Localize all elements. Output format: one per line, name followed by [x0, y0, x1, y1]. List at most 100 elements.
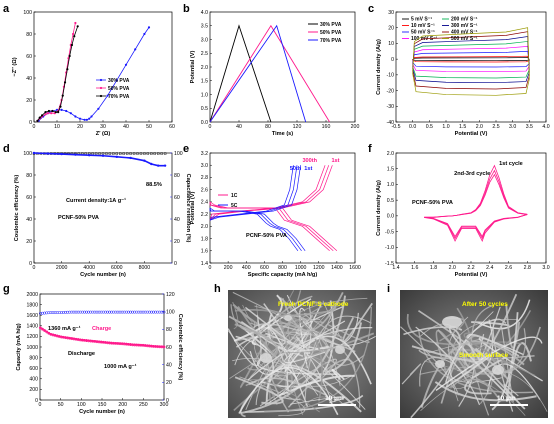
y-tick-label: 1.8: [201, 236, 208, 242]
ce-point: [125, 152, 129, 155]
data-point: [90, 115, 93, 118]
data-point: [63, 81, 67, 84]
x-tick-label: 2.6: [505, 265, 512, 271]
y-tick-label: -0.5: [385, 229, 394, 235]
x-tick-label: 1200: [313, 265, 325, 271]
legend-label: 300 mV S⁻¹: [451, 23, 478, 29]
y-tick-label: 600: [29, 366, 38, 372]
ce-point: [139, 310, 143, 314]
y-tick-label: 0.0: [201, 120, 208, 126]
y-tick-label: 2.4: [201, 200, 208, 206]
annotation-1st-1c: 1st: [331, 158, 339, 164]
data-point: [44, 111, 47, 114]
ce-point: [87, 310, 91, 314]
y-tick-label: 3.0: [201, 37, 208, 43]
y-tick-label: 2.0: [201, 224, 208, 230]
y2-tick-label: 120: [166, 292, 175, 298]
x-axis-label: Specific capacity (mA h/g): [248, 272, 318, 278]
data-point: [36, 119, 39, 122]
annotation-sample: PCNF-50% PVA: [58, 215, 99, 221]
x-tick-label: 2000: [56, 265, 68, 271]
y-tick-label: 1200: [26, 334, 38, 340]
ce-point: [120, 310, 124, 314]
discharge-point: [51, 333, 55, 336]
y-tick-label: 0.5: [387, 198, 394, 204]
panel-letter-f: f: [368, 143, 372, 155]
sem-particle: [335, 346, 345, 354]
ce-point: [80, 310, 84, 314]
sem-fiber: [251, 323, 356, 353]
x-tick-label: 2.4: [486, 265, 493, 271]
ce-point: [89, 310, 93, 314]
data-point: [69, 112, 72, 115]
retention-point: [157, 164, 160, 167]
data-point: [143, 32, 146, 36]
legend-label: 70% PVA: [108, 94, 130, 100]
sem-particle: [260, 353, 272, 363]
sem-fiber: [324, 322, 363, 374]
x-tick-label: 1600: [349, 265, 361, 271]
discharge-point: [120, 342, 124, 345]
sem-fiber: [275, 300, 337, 318]
annotation-charge: Charge: [92, 326, 111, 332]
y-tick-label: 2.6: [201, 187, 208, 193]
ce-point: [53, 311, 57, 314]
data-point: [134, 48, 137, 51]
data-point: [51, 109, 54, 113]
chart-a-nyquist: 0 10 20 30 40 50 60 0 20 40 60 80 100 Z′ (Ω) −Z″ (Ω) 30…: [12, 10, 175, 137]
data-point: [65, 109, 68, 113]
y-tick-label: 1000: [26, 345, 38, 351]
series-line-0: [209, 24, 272, 123]
x-tick-label: 2.5: [492, 124, 499, 130]
sem-fiber: [341, 302, 373, 343]
charge-curve: [209, 165, 298, 221]
x-tick-label: 60: [169, 124, 175, 130]
annotation-1st-5c: 1st: [304, 166, 312, 172]
y-tick-label: 0: [391, 57, 394, 63]
discharge-curve: [209, 201, 338, 252]
series-loop-3: [412, 46, 530, 73]
sem-fiber: [290, 330, 341, 387]
discharge-point: [116, 342, 120, 345]
y2-tick-label: 80: [166, 327, 172, 333]
y-tick-label: 80: [26, 173, 32, 179]
ce-point: [122, 152, 125, 155]
discharge-curve: [209, 207, 302, 251]
ce-point: [43, 311, 47, 315]
y-tick-label: -1.0: [385, 245, 394, 251]
ce-point: [85, 310, 88, 314]
data-point: [88, 117, 91, 120]
ce-point: [99, 310, 103, 314]
ce-point: [118, 310, 122, 314]
ce-point: [156, 152, 160, 155]
data-point: [60, 108, 63, 111]
x-tick-label: 2.8: [524, 265, 531, 271]
retention-point: [129, 156, 132, 160]
x-tick-label: 0.0: [409, 124, 416, 130]
retention-point: [150, 162, 153, 166]
y2-tick-label: 0: [174, 261, 177, 267]
sem-fiber: [259, 358, 338, 407]
discharge-point: [160, 345, 164, 348]
discharge-point: [72, 337, 76, 340]
sem-fiber: [256, 346, 335, 354]
x-tick-label: 3.5: [526, 124, 533, 130]
series-line-1: [37, 22, 76, 122]
sem-fiber: [240, 295, 347, 415]
y-tick-label: 100: [23, 151, 32, 157]
x-tick-label: 1.5: [459, 124, 466, 130]
series-loop-4: [412, 41, 530, 79]
annotation-300th: 300th: [302, 158, 317, 164]
ce-point: [97, 310, 101, 314]
ce-point: [158, 310, 162, 314]
discharge-point: [83, 338, 86, 342]
sem-image-fresh: Fresh PCNF-S cathode 10 μm: [228, 290, 376, 418]
chart-d-cycling-stability: 0 2000 4000 6000 8000 0 20 40 60 80 100 Cycle numbe…: [14, 151, 191, 278]
y2-tick-label: 100: [166, 309, 175, 315]
retention-point: [101, 154, 105, 157]
ce-point: [145, 310, 149, 314]
sem-particle: [442, 316, 462, 328]
y-tick-label: 3.2: [201, 151, 208, 157]
y-tick-label: -30: [387, 104, 395, 110]
sem-fiber: [271, 310, 334, 377]
